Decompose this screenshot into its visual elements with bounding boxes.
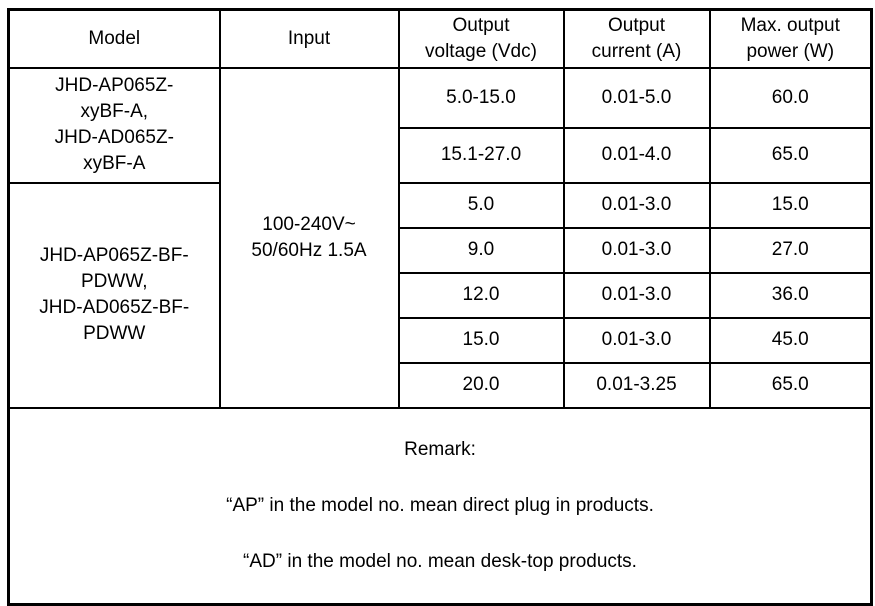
table-row: 15.1-27.0 0.01-4.0 65.0 (9, 126, 873, 184)
cell-current: 0.01-3.0 (562, 271, 711, 319)
cell-current: 0.01-3.0 (562, 181, 711, 229)
cell-current: 0.01-5.0 (562, 66, 711, 129)
header-voltage: Output voltage (Vdc) (397, 8, 565, 69)
model-group-b-cell: JHD-AP065Z-BF- PDWW, JHD-AD065Z-BF- PDWW (7, 181, 221, 409)
cell-current: 0.01-3.25 (562, 361, 711, 409)
input-cell: 100-240V~ 50/60Hz 1.5A (218, 66, 400, 409)
table-row: 15.0 0.01-3.0 45.0 (9, 316, 873, 364)
header-row: Model Input Output voltage (Vdc) Output … (7, 8, 873, 69)
table-row: 9.0 0.01-3.0 27.0 (9, 226, 873, 274)
table-row: 20.0 0.01-3.25 65.0 (9, 361, 873, 409)
cell-power: 45.0 (708, 316, 873, 364)
remark-row: Remark: “AP” in the model no. mean direc… (7, 406, 873, 605)
remark-line-1: “AP” in the model no. mean direct plug i… (226, 494, 654, 516)
header-current: Output current (A) (562, 8, 711, 69)
remark-cell: Remark: “AP” in the model no. mean direc… (7, 406, 873, 605)
remark-title: Remark: (404, 438, 476, 460)
cell-current: 0.01-3.0 (562, 316, 711, 364)
cell-power: 65.0 (708, 361, 873, 409)
cell-power: 60.0 (708, 66, 873, 129)
cell-voltage: 5.0-15.0 (397, 66, 565, 129)
header-power: Max. output power (W) (708, 8, 873, 69)
document-page: Model Input Output voltage (Vdc) Output … (7, 8, 873, 606)
header-model: Model (7, 8, 221, 69)
table-row: 12.0 0.01-3.0 36.0 (9, 271, 873, 319)
header-input: Input (218, 8, 400, 69)
cell-power: 36.0 (708, 271, 873, 319)
cell-current: 0.01-4.0 (562, 126, 711, 184)
power-spec-table: Model Input Output voltage (Vdc) Output … (7, 8, 873, 606)
cell-power: 27.0 (708, 226, 873, 274)
table-row: JHD-AP065Z-BF- PDWW, JHD-AD065Z-BF- PDWW… (7, 181, 873, 409)
cell-voltage: 15.1-27.0 (397, 126, 565, 184)
remark-line-2: “AD” in the model no. mean desk-top prod… (243, 550, 637, 572)
table-row: JHD-AP065Z- xyBF-A, JHD-AD065Z- xyBF-A 1… (7, 66, 873, 409)
cell-voltage: 12.0 (397, 271, 565, 319)
model-group-a-cell: JHD-AP065Z- xyBF-A, JHD-AD065Z- xyBF-A (7, 66, 221, 184)
cell-voltage: 15.0 (397, 316, 565, 364)
cell-current: 0.01-3.0 (562, 226, 711, 274)
cell-power: 65.0 (708, 126, 873, 184)
cell-power: 15.0 (708, 181, 873, 229)
cell-voltage: 20.0 (397, 361, 565, 409)
cell-voltage: 5.0 (397, 181, 565, 229)
cell-voltage: 9.0 (397, 226, 565, 274)
